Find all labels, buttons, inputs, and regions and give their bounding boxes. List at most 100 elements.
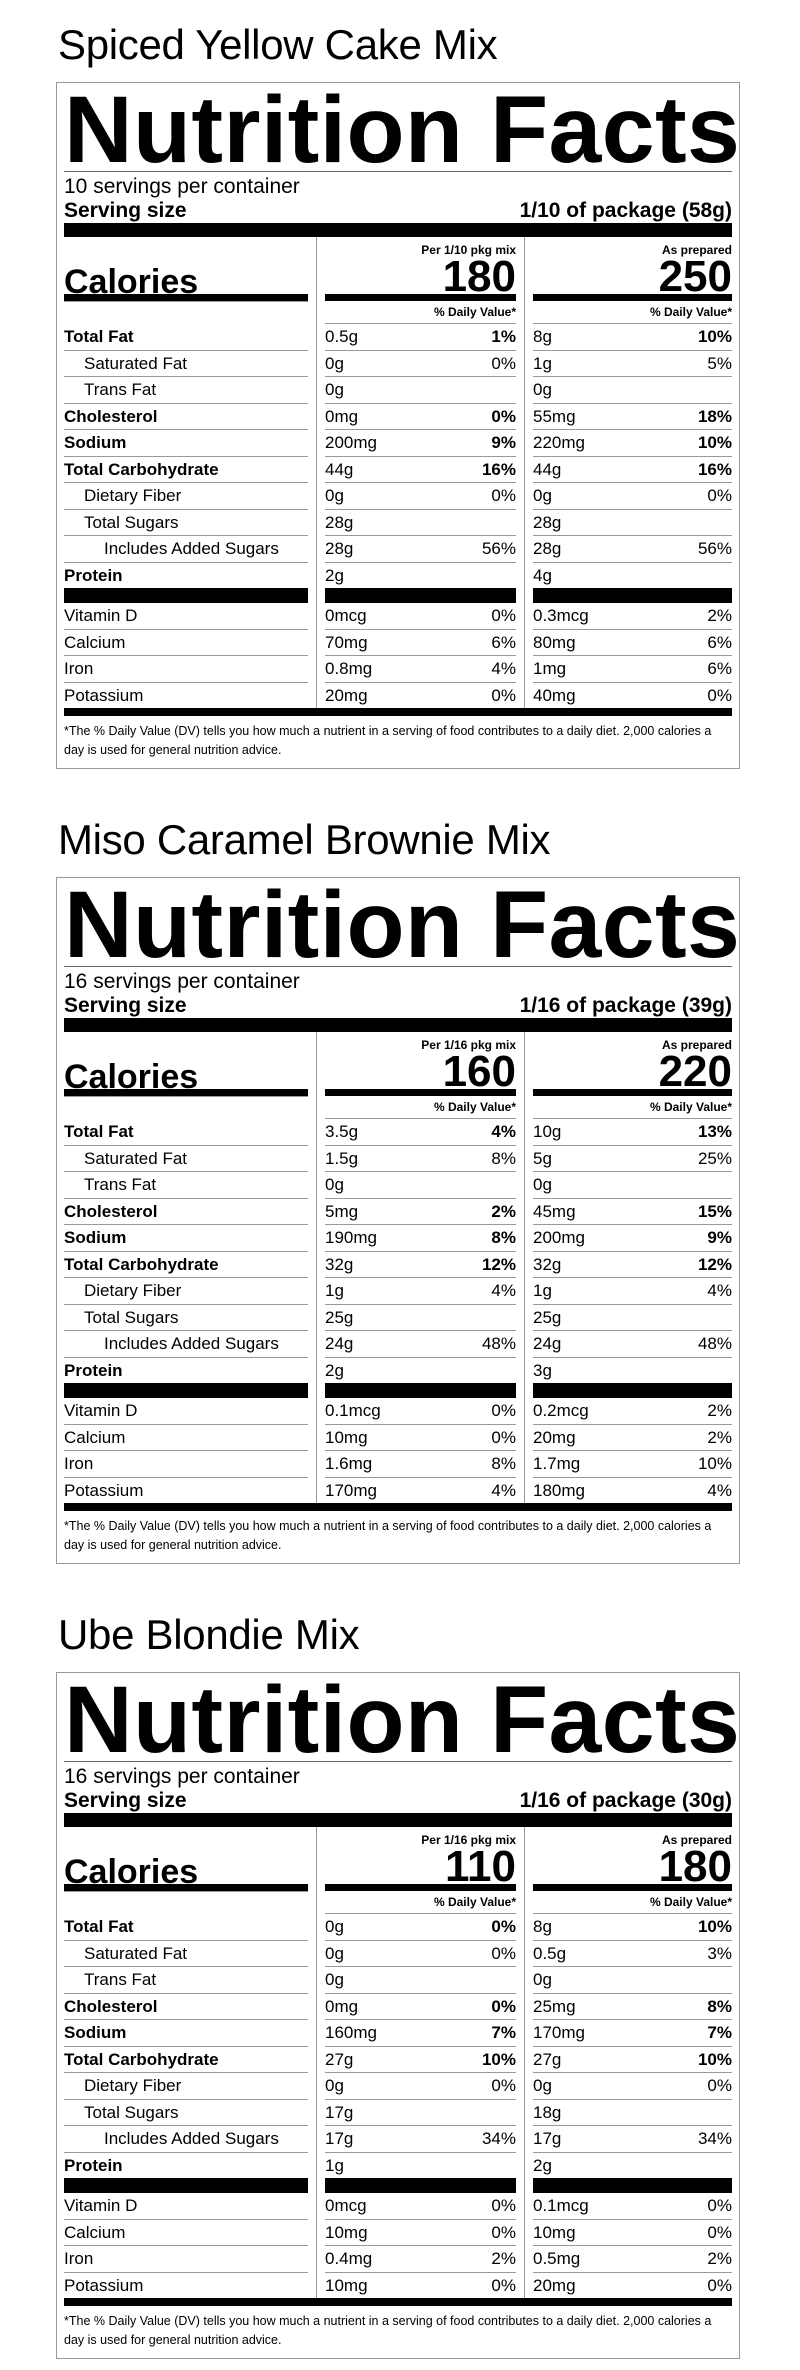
amount: 0g bbox=[533, 380, 552, 399]
amount: 2g bbox=[533, 2155, 552, 2175]
label-heading: Nutrition Facts bbox=[64, 77, 741, 183]
nutrient-values: 0.2mcg 2% bbox=[533, 1398, 732, 1425]
daily-value: 16% bbox=[697, 459, 732, 479]
cell: 220mg 10% bbox=[524, 430, 732, 457]
nutrient-row: Protein 2g 3g bbox=[64, 1357, 732, 1384]
amount: 8g bbox=[533, 1917, 552, 1936]
daily-value: 2% bbox=[491, 2249, 516, 2268]
nutrient-values: 10mg 0% bbox=[325, 2220, 516, 2246]
amount: 0.1mcg bbox=[325, 1401, 381, 1420]
nutrient-row: Total Carbohydrate 44g 16% 44g 16% bbox=[64, 456, 732, 483]
cell: 18g bbox=[524, 2099, 732, 2126]
nutrient-values: 1g 4% bbox=[533, 1278, 732, 1305]
amount: 0.1mcg bbox=[533, 2196, 589, 2215]
amount: 0.3mcg bbox=[533, 606, 589, 625]
thick-rule bbox=[64, 223, 732, 237]
amount: 1g bbox=[533, 1281, 552, 1300]
thick-rule bbox=[64, 294, 308, 301]
daily-value: 10% bbox=[697, 433, 732, 452]
column-headers: Per 1/10 pkg mix As prepared bbox=[64, 237, 732, 258]
daily-value: 3% bbox=[707, 1943, 732, 1963]
daily-value: 2% bbox=[707, 1401, 732, 1420]
footnote: *The % Daily Value (DV) tells you how mu… bbox=[64, 1519, 712, 1552]
daily-value: 0% bbox=[491, 2076, 516, 2095]
dv-header: % Daily Value* bbox=[533, 301, 732, 324]
nutrient-row: Vitamin D 0mcg 0% 0.3mcg 2% bbox=[64, 603, 732, 630]
amount: 8g bbox=[533, 327, 552, 346]
cell bbox=[316, 1383, 524, 1398]
amount: 20mg bbox=[533, 2275, 576, 2295]
amount: 10mg bbox=[325, 2275, 368, 2295]
cell bbox=[524, 588, 732, 603]
amount: 17g bbox=[325, 2129, 354, 2148]
cell bbox=[64, 1383, 316, 1398]
nutrient-values: 20mg 0% bbox=[533, 2273, 732, 2299]
nutrient-name: Total Sugars bbox=[84, 1307, 179, 1327]
cell: 32g 12% bbox=[316, 1251, 524, 1278]
nutrient-values: 170mg 4% bbox=[325, 1478, 516, 1504]
nutrient-values: 18g bbox=[533, 2100, 732, 2126]
nutrient-values: 27g 10% bbox=[325, 2047, 516, 2073]
amount: 55mg bbox=[533, 406, 576, 426]
cell: 0g 0% bbox=[316, 2073, 524, 2100]
rule-row bbox=[64, 294, 732, 301]
nutrient-values: 2g bbox=[533, 2153, 732, 2179]
nutrient-line: Total Sugars bbox=[64, 510, 308, 536]
amount: 3.5g bbox=[325, 1122, 359, 1141]
cell: 3g bbox=[524, 1357, 732, 1383]
amount: 190mg bbox=[325, 1228, 377, 1247]
dv-header: % Daily Value* bbox=[325, 1891, 516, 1914]
cell: Sodium bbox=[64, 430, 316, 457]
thick-rule bbox=[533, 1383, 732, 1398]
daily-value: 13% bbox=[697, 1122, 732, 1141]
cell: 2g bbox=[316, 1357, 524, 1384]
nutrient-line: Includes Added Sugars bbox=[64, 1331, 308, 1358]
amount: 80mg bbox=[533, 632, 576, 652]
nutrient-values: 44g 16% bbox=[533, 457, 732, 483]
amount: 0g bbox=[325, 1970, 344, 1989]
cell: Total Sugars bbox=[64, 1305, 316, 1331]
amount: 40mg bbox=[533, 685, 576, 705]
cell: Potassium bbox=[64, 1478, 316, 1504]
nutrient-name: Saturated Fat bbox=[84, 1148, 188, 1168]
product-title: Miso Caramel Brownie Mix bbox=[58, 816, 551, 863]
nutrient-name: Total Sugars bbox=[84, 512, 179, 532]
cell: % Daily Value* bbox=[524, 301, 732, 324]
nutrient-name: Iron bbox=[64, 1454, 94, 1473]
nutrient-row: Trans Fat 0g 0g bbox=[64, 1967, 732, 1994]
daily-value: 0% bbox=[491, 1401, 516, 1420]
cell bbox=[316, 1089, 524, 1096]
label-heading: Nutrition Facts bbox=[64, 872, 741, 978]
amount: 0g bbox=[533, 486, 552, 505]
cell: 220 bbox=[524, 1050, 732, 1094]
calories-row: Calories 180 250 bbox=[64, 255, 732, 301]
daily-value: 4% bbox=[491, 1480, 516, 1500]
cell: Includes Added Sugars bbox=[64, 2126, 316, 2153]
calories-row: Calories 160 220 bbox=[64, 1050, 732, 1096]
cell: 1.7mg 10% bbox=[524, 1451, 732, 1478]
daily-value: 0% bbox=[707, 486, 732, 505]
cell bbox=[64, 301, 316, 324]
cell: 0.1mcg 0% bbox=[316, 1398, 524, 1425]
amount: 180mg bbox=[533, 1480, 585, 1500]
cell: % Daily Value* bbox=[524, 1891, 732, 1914]
nutrient-name: Includes Added Sugars bbox=[104, 1334, 279, 1353]
cell: % Daily Value* bbox=[524, 1096, 732, 1119]
daily-value: 0% bbox=[491, 2275, 516, 2295]
cell: 0g bbox=[316, 1172, 524, 1199]
nutrient-values: 1mg 6% bbox=[533, 656, 732, 683]
amount: 5mg bbox=[325, 1201, 359, 1221]
cell: Cholesterol bbox=[64, 1994, 316, 2020]
nutrient-line: Total Fat bbox=[64, 324, 308, 351]
column-header: Per 1/16 pkg mix bbox=[421, 1833, 516, 1847]
amount: 45mg bbox=[533, 1201, 576, 1221]
amount: 28g bbox=[533, 539, 562, 558]
amount: 28g bbox=[325, 512, 354, 532]
nutrient-values: 2g bbox=[325, 1358, 516, 1384]
cell: 0mcg 0% bbox=[316, 603, 524, 630]
daily-value: 0% bbox=[491, 685, 516, 705]
nutrient-values: 17g bbox=[325, 2100, 516, 2126]
nutrient-values: 1g bbox=[325, 2153, 516, 2179]
nutrient-name: Sodium bbox=[64, 2023, 127, 2042]
product-title: Ube Blondie Mix bbox=[58, 1611, 360, 1658]
